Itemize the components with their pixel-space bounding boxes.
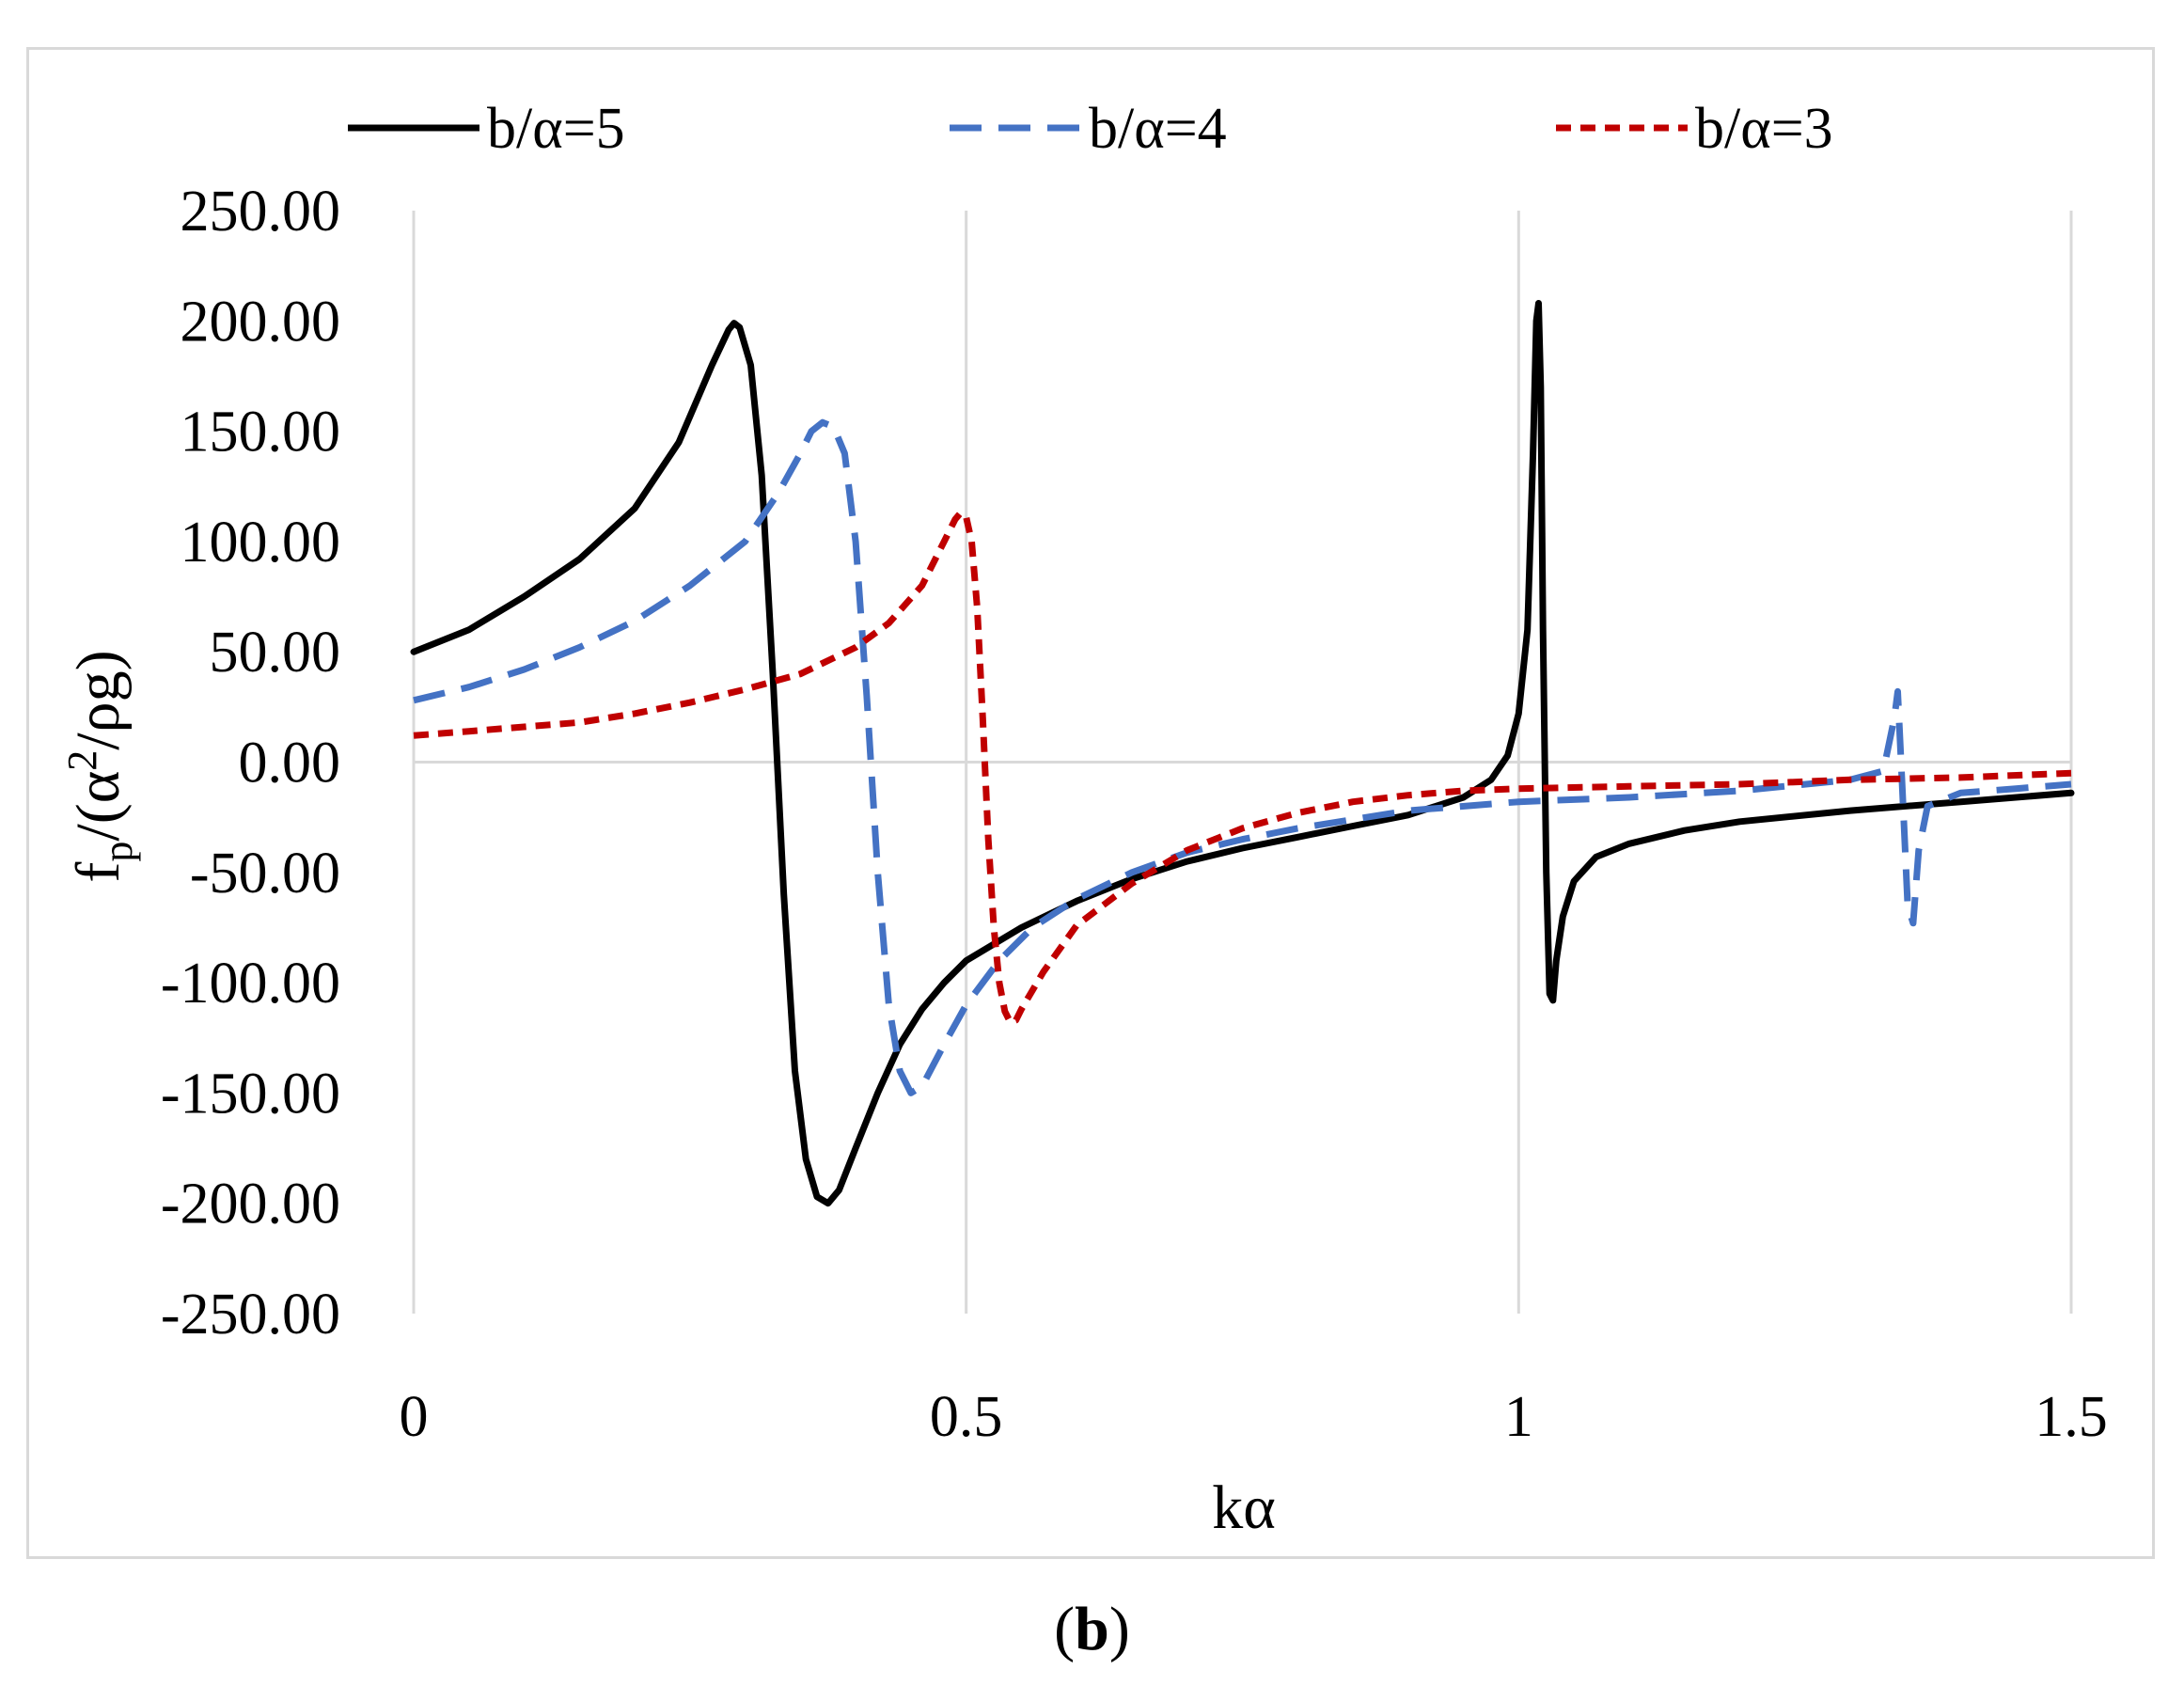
chart-frame xyxy=(26,47,2155,1559)
legend: b/α=5 b/α=4 b/α=3 xyxy=(348,97,1833,161)
x-tick-label: 1 xyxy=(1504,1385,1533,1449)
y-tick-label: -150.00 xyxy=(161,1062,340,1126)
y-tick-label: -100.00 xyxy=(161,952,340,1016)
y-tick-labels: 250.00 200.00 150.00 100.00 50.00 0.00 -50.00 -… xyxy=(161,180,340,1347)
series-line-3 xyxy=(413,509,2072,1026)
y-tick-label: 100.00 xyxy=(181,511,341,575)
x-axis-title: kα xyxy=(1212,1473,1276,1542)
series-lines xyxy=(410,300,2075,1207)
y-tick-label: 200.00 xyxy=(181,290,341,354)
y-tick-label: 150.00 xyxy=(181,401,341,465)
panel-label: (b) xyxy=(1054,1595,1130,1663)
legend-label-3: b/α=3 xyxy=(1695,97,1833,161)
y-tick-label: -50.00 xyxy=(190,842,340,906)
legend-label-2: b/α=4 xyxy=(1089,97,1227,161)
y-tick-label: 50.00 xyxy=(210,621,341,685)
y-tick-label: -250.00 xyxy=(161,1283,340,1347)
y-axis-title: fp/(α2/ρg) xyxy=(59,650,141,882)
y-tick-label: -200.00 xyxy=(161,1173,340,1236)
series-line-2 xyxy=(413,418,2072,1096)
y-tick-label: 0.00 xyxy=(239,732,341,795)
grid-lines xyxy=(412,211,2073,1314)
series-line-1 xyxy=(410,300,2075,1207)
x-tick-label: 0.5 xyxy=(930,1385,1003,1449)
x-tick-label: 0 xyxy=(400,1385,429,1449)
y-tick-label: 250.00 xyxy=(181,180,341,244)
x-tick-label: 1.5 xyxy=(2035,1385,2108,1449)
legend-label-1: b/α=5 xyxy=(487,97,625,161)
x-tick-labels: 0 0.5 1 1.5 xyxy=(400,1385,2108,1449)
